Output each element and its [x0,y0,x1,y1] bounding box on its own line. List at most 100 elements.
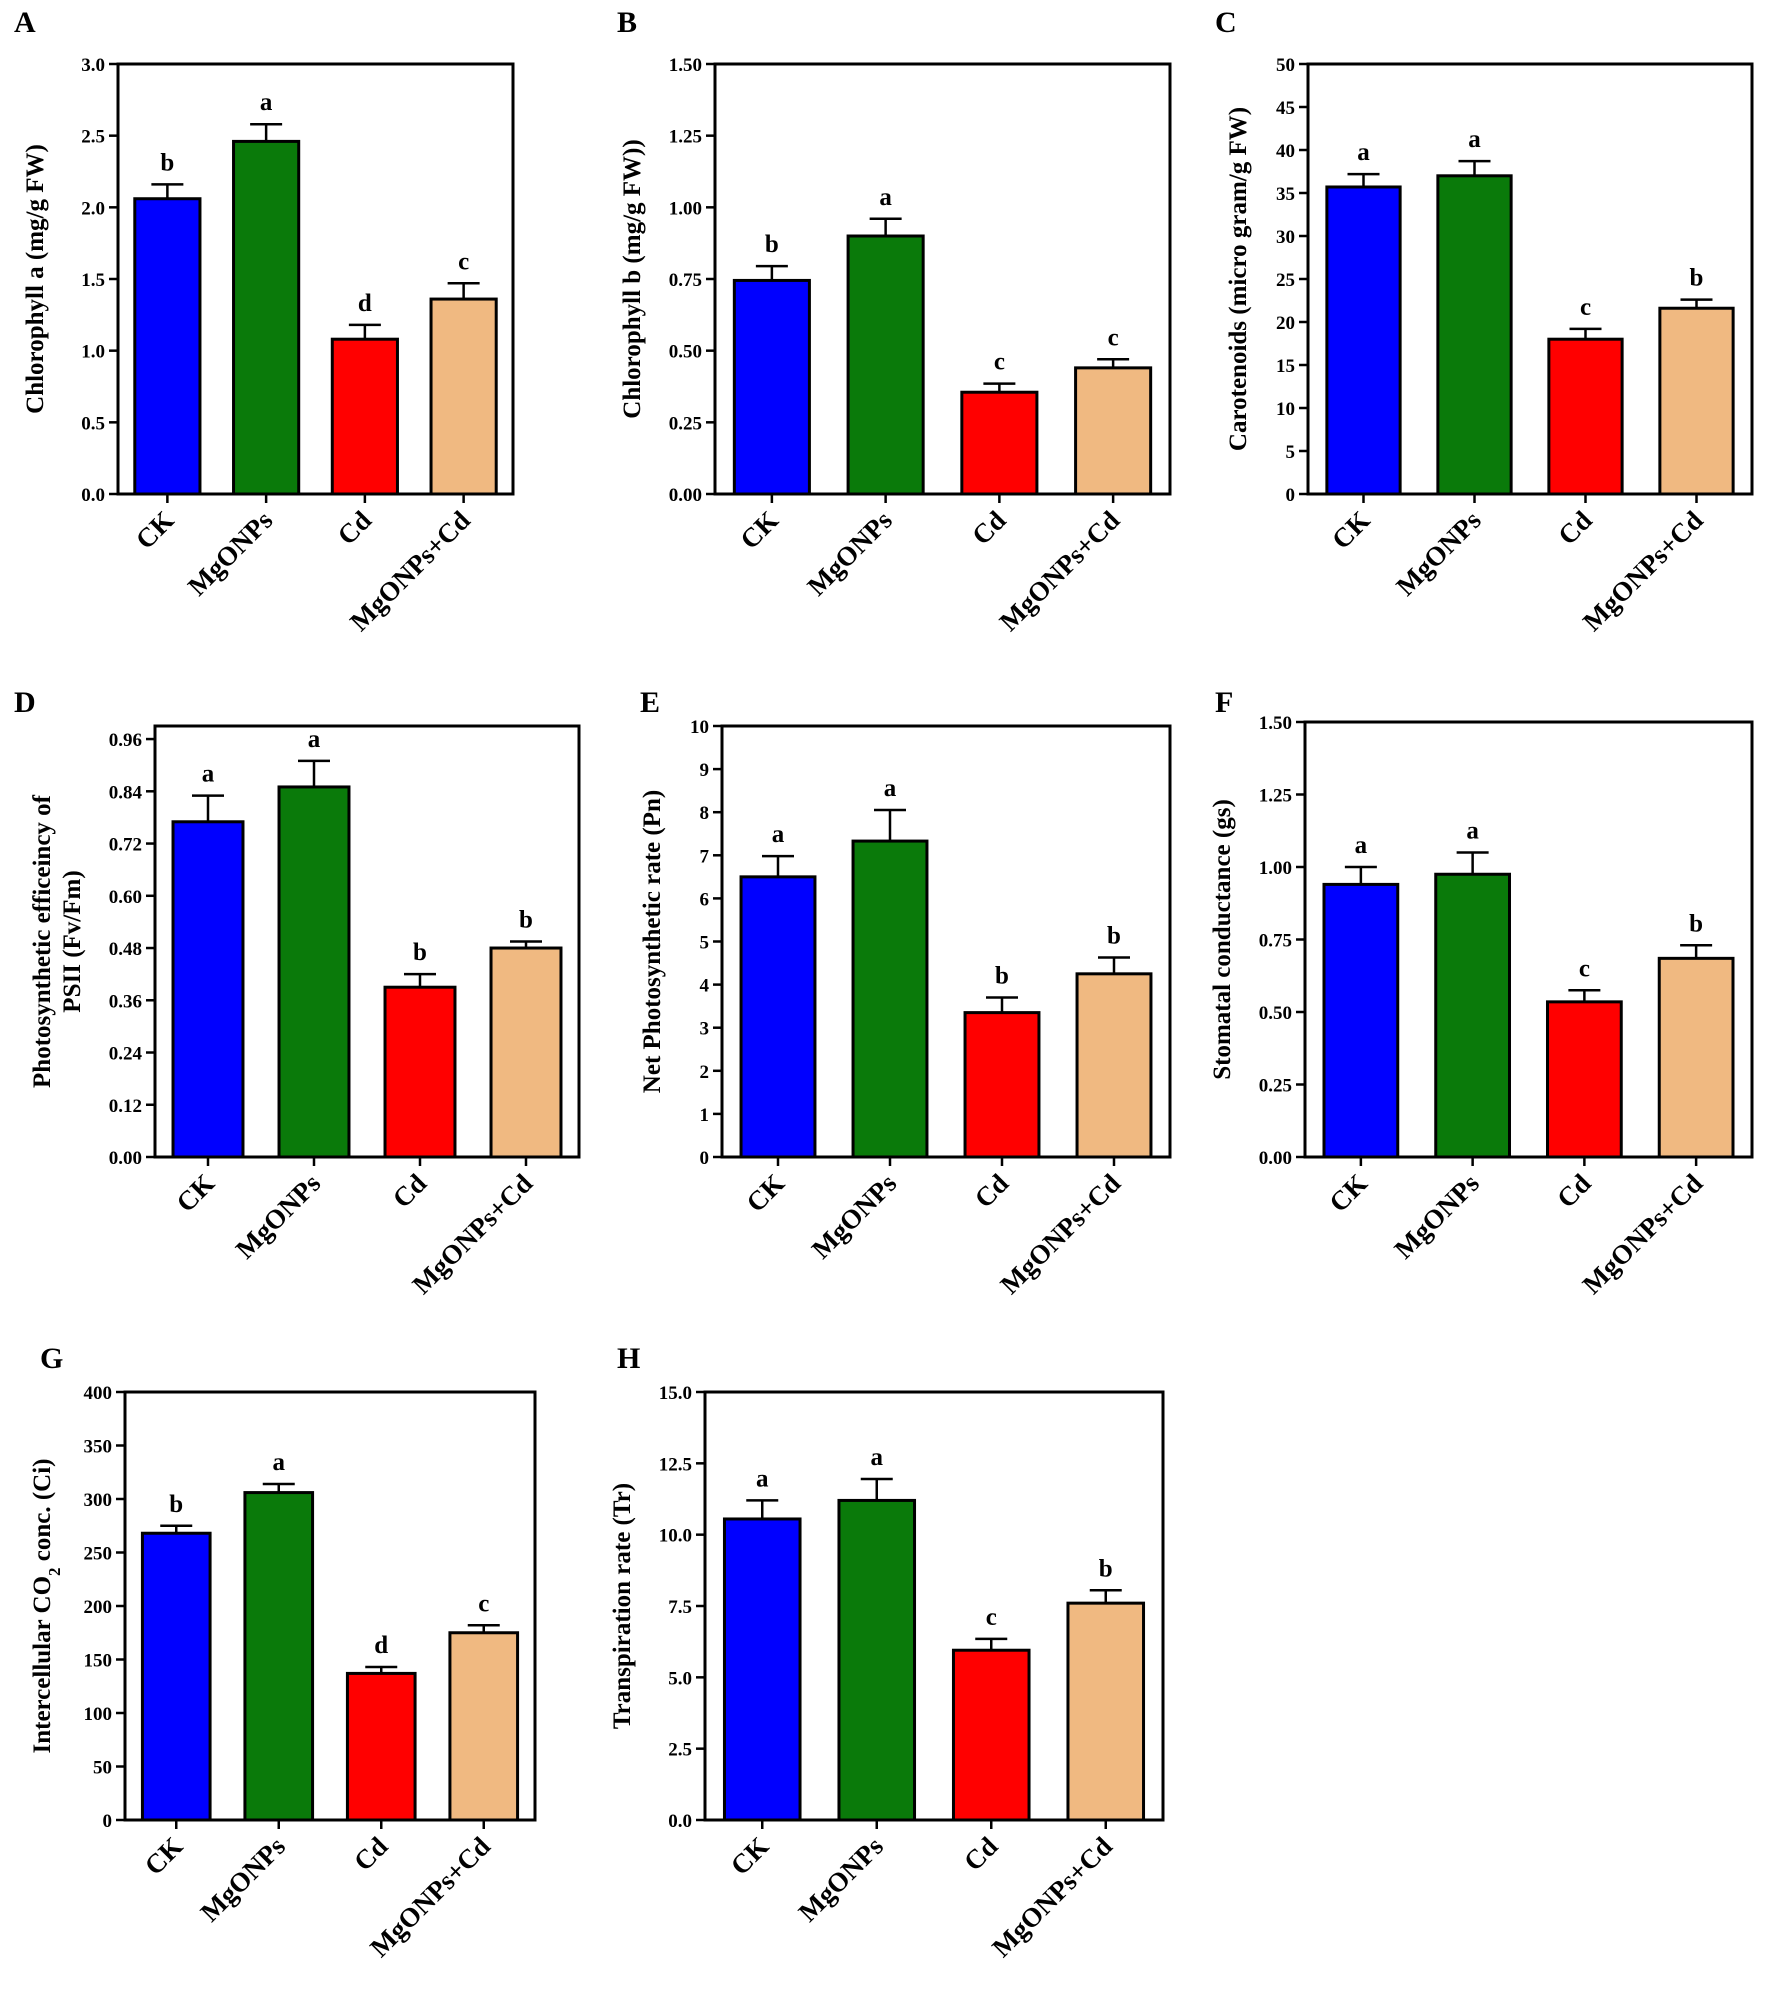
significance-letter: a [273,1449,286,1476]
bar [1066,1601,1146,1822]
significance-letter: a [1355,832,1368,859]
y-tick-label: 250 [84,1544,113,1565]
bar [1657,956,1735,1159]
bar-group-mgonps-cd: b [1075,922,1153,1159]
panel-letter: E [640,686,660,719]
y-tick-label: 50 [1276,55,1295,76]
bar [448,1631,520,1822]
bar [1545,1000,1623,1159]
x-category-label: MgONPs [182,505,279,602]
y-tick-label: 0.5 [81,413,105,434]
y-tick-label: 0 [1286,485,1296,506]
bar [1658,306,1735,496]
bar [1325,185,1402,496]
significance-letter: c [1108,324,1119,351]
y-tick-label: 100 [84,1704,113,1725]
x-category-label: CK [130,505,180,555]
bar [171,820,245,1159]
y-tick-label: 1.25 [669,127,702,148]
significance-letter: d [358,290,372,317]
x-category-label: MgONPs [792,1831,889,1928]
significance-letter: a [884,775,897,802]
y-tick-label: 0.72 [109,835,142,856]
bar [851,839,929,1159]
y-axis-label: Transpiration rate (Tr) [609,1483,636,1729]
bar [429,297,498,496]
panel-h: H 0.0 2.5 5.0 7.5 10.0 12.5 15.0 Transpiration r… [609,1342,1165,1963]
bar-group-mgonps: a [1434,818,1512,1159]
y-tick-label: 0.60 [109,887,142,908]
significance-letter: a [1357,139,1370,166]
bar-group-ck: a [1325,139,1402,496]
significance-letter: b [1107,922,1121,949]
y-tick-label: 0.50 [1259,1003,1292,1024]
bar-group-cd: d [345,1632,417,1822]
x-category-label: MgONPs [194,1831,291,1928]
significance-letter: b [765,231,779,258]
significance-letter: a [871,1444,884,1471]
panel-letter: C [1215,6,1237,39]
bar-group-ck: a [1322,832,1400,1159]
y-tick-label: 0.00 [669,485,702,506]
y-tick-label: 0.00 [1259,1148,1292,1169]
bar [1434,872,1512,1159]
bar-group-ck: b [140,1491,212,1822]
significance-letter: c [1580,294,1591,321]
y-tick-label: 1.50 [669,55,702,76]
significance-letter: b [995,963,1009,990]
panel-e: E 0 1 2 3 4 5 6 7 8 9 10 Net Photosynthetic rate (Pn… [639,686,1172,1300]
y-tick-label: 5 [1286,442,1296,463]
bar-group-cd: c [1547,294,1624,496]
x-category-label: MgONPs+Cd [1577,505,1709,637]
y-tick-label: 0.00 [109,1148,142,1169]
significance-letter: c [478,1590,489,1617]
bar-group-mgonps: a [243,1449,315,1822]
y-tick-label: 300 [84,1490,113,1511]
bar [345,1671,417,1822]
panel-b: B 0.00 0.25 0.50 0.75 1.00 1.25 1.50 Chlorophyll… [617,6,1172,637]
panel-letter: A [14,6,36,39]
y-tick-label: 5 [700,933,710,954]
y-tick-label: 0.25 [1259,1076,1292,1097]
bar-group-ck: a [171,761,245,1159]
bar [739,875,817,1159]
bar [963,1011,1041,1159]
bar [232,139,301,496]
x-category-label: Cd [1552,505,1598,551]
bar-group-mgonps-cd: c [448,1590,520,1822]
bar-group-cd: b [963,963,1041,1159]
y-tick-label: 2 [700,1062,710,1083]
y-tick-label: 0.0 [81,485,105,506]
bar [837,1498,917,1822]
y-tick-label: 7.5 [668,1597,692,1618]
y-tick-label: 10 [690,717,709,738]
y-tick-label: 45 [1276,98,1295,119]
y-tick-label: 0.96 [109,730,142,751]
bar-group-mgonps: a [1436,126,1513,496]
x-category-label: MgONPs [1388,1168,1485,1265]
y-tick-label: 7 [700,846,710,867]
y-tick-label: 30 [1276,227,1295,248]
x-category-label: CK [139,1831,189,1881]
y-tick-label: 0 [103,1811,113,1832]
y-tick-label: 15.0 [659,1383,692,1404]
panel-letter: H [617,1342,640,1375]
bar [732,278,811,496]
significance-letter: b [413,939,427,966]
y-tick-label: 1 [700,1105,710,1126]
x-category-label: Cd [966,505,1012,551]
bar-group-mgonps-cd: c [1074,324,1153,496]
bar-group-mgonps: a [277,726,351,1159]
x-category-label: MgONPs [806,1168,903,1265]
y-tick-label: 9 [700,760,710,781]
y-tick-label: 0.75 [1259,931,1292,952]
y-tick-label: 50 [93,1758,112,1779]
x-category-label: MgONPs+Cd [986,1831,1118,1963]
y-axis-label: Chlorophyll b (mg/g FW)) [619,139,646,418]
y-tick-label: 0.36 [109,991,142,1012]
significance-letter: b [160,149,174,176]
y-tick-label: 12.5 [659,1454,692,1475]
x-category-label: Cd [969,1168,1015,1214]
bar [1322,882,1400,1159]
